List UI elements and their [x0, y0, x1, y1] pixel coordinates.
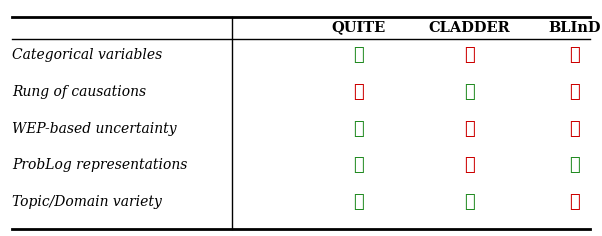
Text: ✓: ✓	[464, 193, 475, 211]
Text: ✗: ✗	[569, 193, 580, 211]
Text: WEP-based uncertainty: WEP-based uncertainty	[12, 122, 176, 136]
Text: Categorical variables: Categorical variables	[12, 48, 163, 63]
Text: Rung of causations: Rung of causations	[12, 85, 146, 99]
Text: ✓: ✓	[353, 193, 364, 211]
Text: BLInD: BLInD	[548, 21, 601, 35]
Text: ✗: ✗	[464, 46, 475, 64]
Text: ✗: ✗	[569, 46, 580, 64]
Text: ✓: ✓	[569, 156, 580, 174]
Text: ✓: ✓	[353, 46, 364, 64]
Text: ✗: ✗	[353, 83, 364, 101]
Text: ✓: ✓	[353, 120, 364, 138]
Text: ✗: ✗	[464, 156, 475, 174]
Text: ✓: ✓	[464, 83, 475, 101]
Text: CLADDER: CLADDER	[429, 21, 510, 35]
Text: ✗: ✗	[569, 120, 580, 138]
Text: ✗: ✗	[569, 83, 580, 101]
Text: ✓: ✓	[353, 156, 364, 174]
Text: ✗: ✗	[464, 120, 475, 138]
Text: ProbLog representations: ProbLog representations	[12, 158, 187, 172]
Text: Topic/Domain variety: Topic/Domain variety	[12, 195, 162, 209]
Text: QUITE: QUITE	[331, 21, 385, 35]
